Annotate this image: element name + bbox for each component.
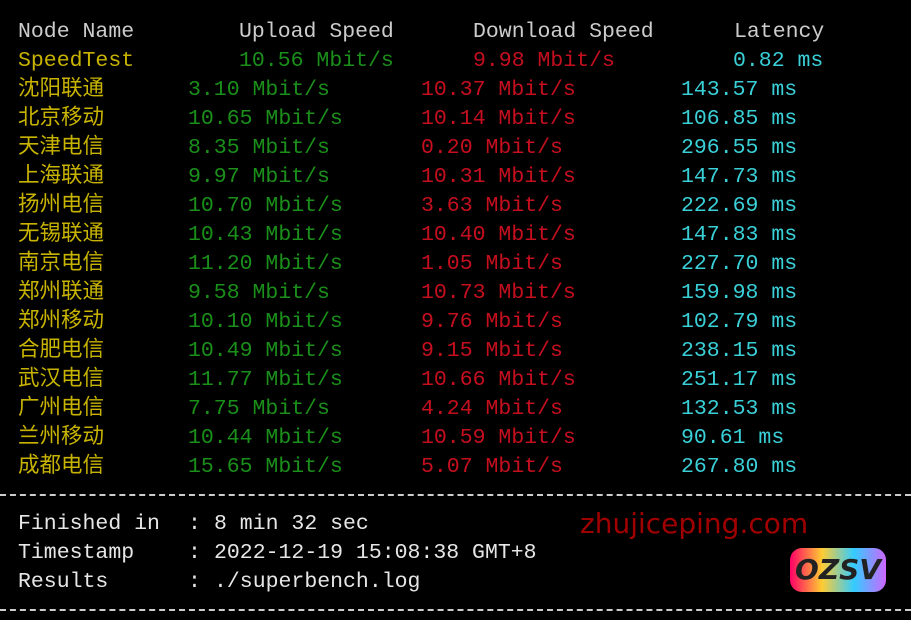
download-speed: 0.20 Mbit/s (421, 136, 563, 160)
table-row: 南京电信 11.20 Mbit/s 1.05 Mbit/s 227.70 ms (0, 250, 911, 279)
table-row: 郑州移动 10.10 Mbit/s 9.76 Mbit/s 102.79 ms (0, 308, 911, 337)
latency-value: 238.15 ms (681, 339, 798, 363)
summary-row: Finished in:8 min 32 sec (0, 510, 560, 539)
node-name: 郑州移动 (18, 310, 105, 334)
node-name: 郑州联通 (18, 281, 105, 305)
upload-speed: 9.97 Mbit/s (188, 165, 330, 189)
summary-colon: : (188, 541, 201, 565)
download-speed: 10.66 Mbit/s (421, 368, 576, 392)
summary-label: Finished in (18, 512, 160, 536)
upload-speed: 10.70 Mbit/s (188, 194, 343, 218)
header-upload-speed: Upload Speed (239, 20, 394, 44)
node-name: SpeedTest (18, 49, 135, 73)
table-row: 郑州联通 9.58 Mbit/s 10.73 Mbit/s 159.98 ms (0, 279, 911, 308)
separator-line (0, 609, 911, 611)
download-speed: 5.07 Mbit/s (421, 455, 563, 479)
summary-value: ./superbench.log (214, 570, 421, 594)
download-speed: 4.24 Mbit/s (421, 397, 563, 421)
latency-value: 227.70 ms (681, 252, 798, 276)
upload-speed: 10.43 Mbit/s (188, 223, 343, 247)
download-speed: 10.37 Mbit/s (421, 78, 576, 102)
table-row: 成都电信 15.65 Mbit/s 5.07 Mbit/s 267.80 ms (0, 453, 911, 482)
node-name: 上海联通 (18, 165, 105, 189)
table-header: Node Name Upload Speed Download Speed La… (0, 18, 911, 47)
summary-value: 8 min 32 sec (214, 512, 369, 536)
latency-value: 102.79 ms (681, 310, 798, 334)
upload-speed: 7.75 Mbit/s (188, 397, 330, 421)
upload-speed: 10.10 Mbit/s (188, 310, 343, 334)
table-row: 无锡联通 10.43 Mbit/s 10.40 Mbit/s 147.83 ms (0, 221, 911, 250)
download-speed: 10.14 Mbit/s (421, 107, 576, 131)
upload-speed: 11.77 Mbit/s (188, 368, 343, 392)
latency-value: 251.17 ms (681, 368, 798, 392)
summary-label: Results (18, 570, 109, 594)
latency-value: 90.61 ms (681, 426, 785, 450)
summary-colon: : (188, 512, 201, 536)
upload-speed: 3.10 Mbit/s (188, 78, 330, 102)
upload-speed: 10.44 Mbit/s (188, 426, 343, 450)
download-speed: 9.98 Mbit/s (473, 49, 615, 73)
download-speed: 1.05 Mbit/s (421, 252, 563, 276)
download-speed: 10.73 Mbit/s (421, 281, 576, 305)
summary-row: Timestamp:2022-12-19 15:08:38 GMT+8 (0, 539, 560, 568)
latency-value: 147.73 ms (681, 165, 798, 189)
latency-value: 296.55 ms (681, 136, 798, 160)
table-row: 合肥电信 10.49 Mbit/s 9.15 Mbit/s 238.15 ms (0, 337, 911, 366)
table-row: 扬州电信 10.70 Mbit/s 3.63 Mbit/s 222.69 ms (0, 192, 911, 221)
table-row: 广州电信 7.75 Mbit/s 4.24 Mbit/s 132.53 ms (0, 395, 911, 424)
latency-value: 132.53 ms (681, 397, 798, 421)
summary-value: 2022-12-19 15:08:38 GMT+8 (214, 541, 537, 565)
node-name: 北京移动 (18, 107, 105, 131)
download-speed: 10.31 Mbit/s (421, 165, 576, 189)
latency-value: 0.82 ms (733, 49, 824, 73)
upload-speed: 10.49 Mbit/s (188, 339, 343, 363)
upload-speed: 10.56 Mbit/s (239, 49, 394, 73)
watermark-text: zhujiceping.com (580, 507, 809, 540)
download-speed: 9.76 Mbit/s (421, 310, 563, 334)
table-row: SpeedTest 10.56 Mbit/s 9.98 Mbit/s 0.82 ms (0, 47, 911, 76)
node-name: 沈阳联通 (18, 78, 105, 102)
latency-value: 143.57 ms (681, 78, 798, 102)
download-speed: 9.15 Mbit/s (421, 339, 563, 363)
node-name: 天津电信 (18, 136, 105, 160)
summary-colon: : (188, 570, 201, 594)
upload-speed: 10.65 Mbit/s (188, 107, 343, 131)
node-name: 广州电信 (18, 397, 105, 421)
upload-speed: 9.58 Mbit/s (188, 281, 330, 305)
latency-value: 267.80 ms (681, 455, 798, 479)
node-name: 扬州电信 (18, 194, 105, 218)
header-latency: Latency (734, 20, 825, 44)
upload-speed: 15.65 Mbit/s (188, 455, 343, 479)
node-name: 南京电信 (18, 252, 105, 276)
separator-line (0, 494, 911, 496)
header-node-name: Node Name (18, 20, 135, 44)
node-name: 成都电信 (18, 455, 105, 479)
table-row: 北京移动 10.65 Mbit/s 10.14 Mbit/s 106.85 ms (0, 105, 911, 134)
latency-value: 147.83 ms (681, 223, 798, 247)
table-row: 兰州移动 10.44 Mbit/s 10.59 Mbit/s 90.61 ms (0, 424, 911, 453)
upload-speed: 11.20 Mbit/s (188, 252, 343, 276)
download-speed: 3.63 Mbit/s (421, 194, 563, 218)
download-speed: 10.59 Mbit/s (421, 426, 576, 450)
ozsv-logo: OZSV (790, 548, 886, 592)
table-row: 天津电信 8.35 Mbit/s 0.20 Mbit/s 296.55 ms (0, 134, 911, 163)
node-name: 武汉电信 (18, 368, 105, 392)
latency-value: 222.69 ms (681, 194, 798, 218)
node-name: 无锡联通 (18, 223, 105, 247)
table-row: 上海联通 9.97 Mbit/s 10.31 Mbit/s 147.73 ms (0, 163, 911, 192)
latency-value: 159.98 ms (681, 281, 798, 305)
header-download-speed: Download Speed (473, 20, 654, 44)
table-row: 沈阳联通 3.10 Mbit/s 10.37 Mbit/s 143.57 ms (0, 76, 911, 105)
node-name: 兰州移动 (18, 426, 105, 450)
table-row: 武汉电信 11.77 Mbit/s 10.66 Mbit/s 251.17 ms (0, 366, 911, 395)
upload-speed: 8.35 Mbit/s (188, 136, 330, 160)
node-name: 合肥电信 (18, 339, 105, 363)
summary-row: Results: ./superbench.log (0, 568, 560, 597)
summary-label: Timestamp (18, 541, 135, 565)
latency-value: 106.85 ms (681, 107, 798, 131)
download-speed: 10.40 Mbit/s (421, 223, 576, 247)
